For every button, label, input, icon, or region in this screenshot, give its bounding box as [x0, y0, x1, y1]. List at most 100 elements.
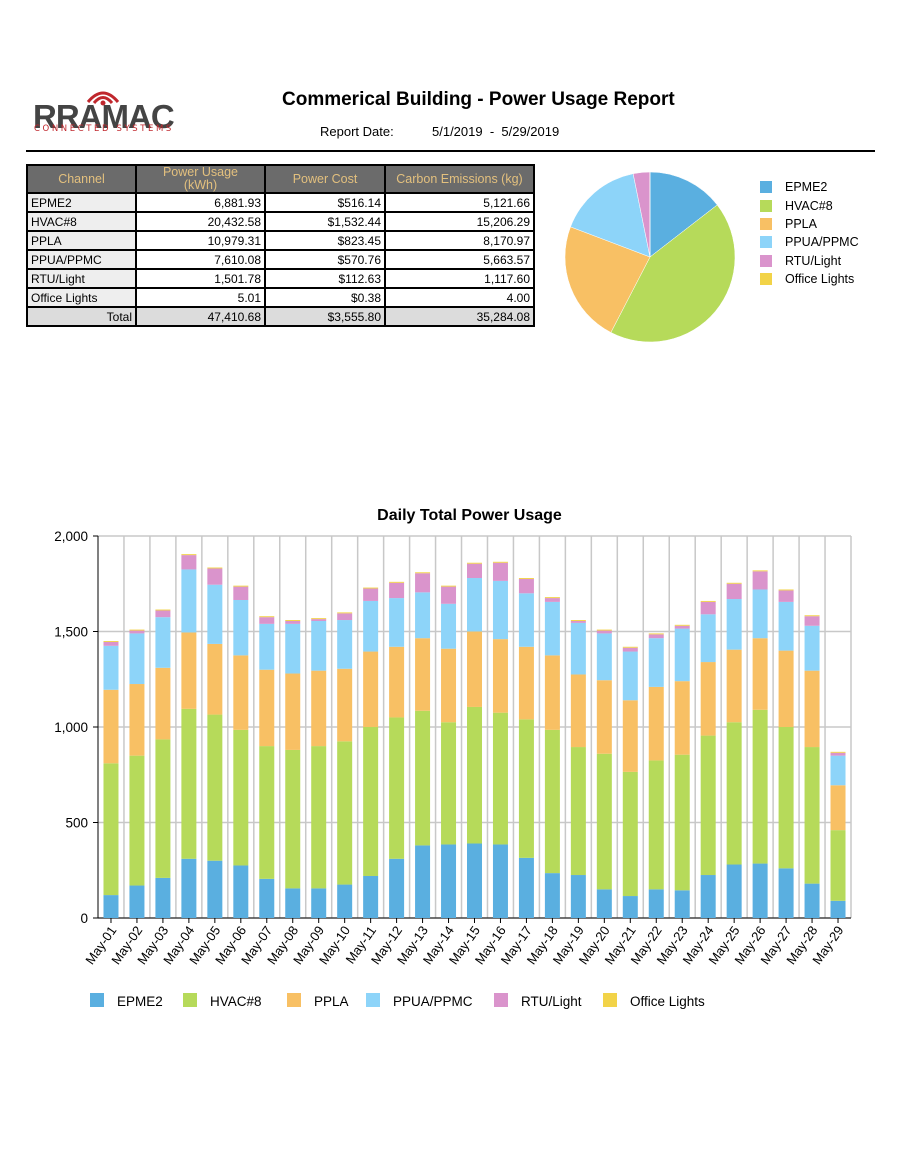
- y-tick-label: 500: [65, 816, 88, 831]
- bar-segment-ppla: [259, 669, 275, 747]
- bar-segment-hvac-8: [415, 710, 431, 846]
- cell-total-carbon-emissions: 35,284.08: [384, 306, 535, 327]
- legend-swatch: [183, 993, 197, 1007]
- pie-slice-hvac-8: [610, 204, 736, 343]
- bar-segment-hvac-8: [674, 754, 690, 891]
- bar-segment-ppua-ppmc: [518, 593, 534, 647]
- bar-segment-hvac-8: [570, 747, 586, 876]
- table-row: RTU/Light 1,501.78 $112.63 1,117.60: [26, 268, 535, 289]
- bar-chart-title: Daily Total Power Usage: [377, 507, 562, 524]
- bar-segment-office-lights: [804, 615, 820, 617]
- table-row: Office Lights 5.01 $0.38 4.00: [26, 287, 535, 308]
- pie-legend-item: HVAC#8: [760, 196, 859, 214]
- table-total-row: Total 47,410.68 $3,555.80 35,284.08: [26, 306, 535, 327]
- bar-segment-ppla: [389, 646, 405, 718]
- bar-segment-epme2: [207, 860, 223, 918]
- bar-segment-office-lights: [337, 612, 353, 614]
- pie-slice-epme2: [649, 171, 718, 258]
- bar-segment-ppua-ppmc: [415, 592, 431, 639]
- bar-segment-epme2: [389, 858, 405, 918]
- bar-segment-hvac-8: [467, 706, 482, 844]
- bar-segment-ppua-ppmc: [311, 620, 327, 671]
- legend-label: RTU/Light: [521, 994, 582, 1009]
- bar-segment-rtu-light: [155, 610, 171, 618]
- bar-segment-ppua-ppmc: [570, 622, 586, 675]
- bar-segment-ppla: [129, 684, 145, 756]
- bar-segment-ppua-ppmc: [726, 599, 742, 650]
- legend-swatch: [90, 993, 104, 1007]
- bar-segment-office-lights: [363, 587, 379, 589]
- legend-swatch: [760, 273, 772, 286]
- bar-segment-epme2: [518, 857, 534, 918]
- bar-segment-rtu-light: [622, 647, 638, 652]
- bar-segment-hvac-8: [311, 746, 327, 889]
- bar-segment-rtu-light: [337, 613, 353, 621]
- bar-segment-rtu-light: [492, 562, 508, 581]
- legend-label: EPME2: [117, 994, 163, 1009]
- bar-segment-office-lights: [726, 582, 742, 584]
- bar-segment-ppla: [363, 651, 379, 727]
- bar-segment-office-lights: [181, 554, 197, 556]
- bar-segment-hvac-8: [804, 747, 820, 884]
- pie-legend-item: PPUA/PPMC: [760, 233, 859, 251]
- cell-total-power-usage: 47,410.68: [135, 306, 266, 327]
- cell-power-usage: 6,881.93: [135, 192, 266, 213]
- y-tick-label: 0: [80, 911, 88, 926]
- bar-segment-hvac-8: [259, 746, 275, 879]
- bar-segment-hvac-8: [337, 741, 353, 885]
- cell-power-cost: $823.45: [264, 230, 386, 251]
- bar-segment-hvac-8: [441, 722, 457, 845]
- legend-swatch: [760, 217, 772, 230]
- bar-segment-ppua-ppmc: [441, 603, 457, 649]
- cell-power-usage: 1,501.78: [135, 268, 266, 289]
- y-tick-label: 1,000: [54, 720, 88, 735]
- bar-segment-hvac-8: [207, 714, 223, 861]
- bar-segment-hvac-8: [778, 727, 794, 869]
- pie-legend-item: PPLA: [760, 215, 859, 233]
- bar-segment-rtu-light: [441, 586, 457, 604]
- bar-segment-epme2: [778, 868, 794, 918]
- legend-swatch: [760, 236, 772, 249]
- table-header-row: Channel Power Usage (kWh) Power Cost Car…: [26, 164, 535, 194]
- bar-segment-rtu-light: [181, 555, 197, 570]
- bar-segment-rtu-light: [674, 625, 690, 629]
- bar-segment-ppla: [181, 632, 197, 709]
- bar-segment-hvac-8: [518, 719, 534, 858]
- bar-segment-office-lights: [570, 620, 586, 621]
- bar-segment-office-lights: [233, 585, 249, 587]
- bar-segment-ppua-ppmc: [155, 617, 171, 668]
- bar-segment-hvac-8: [726, 722, 742, 865]
- bar-segment-ppua-ppmc: [389, 598, 405, 647]
- bar-segment-office-lights: [441, 585, 457, 587]
- bar-segment-ppua-ppmc: [181, 569, 197, 633]
- bar-segment-epme2: [155, 877, 171, 918]
- bar-segment-ppua-ppmc: [492, 580, 508, 640]
- bar-segment-rtu-light: [778, 590, 794, 602]
- bar-segment-rtu-light: [103, 642, 119, 646]
- bar-segment-epme2: [700, 875, 716, 918]
- bar-segment-rtu-light: [570, 620, 586, 623]
- bar-segment-ppla: [778, 650, 794, 727]
- bar-segment-hvac-8: [389, 717, 405, 859]
- bar-segment-ppla: [103, 689, 119, 764]
- legend-swatch: [287, 993, 301, 1007]
- bar-segment-epme2: [570, 875, 586, 918]
- cell-power-cost: $570.76: [264, 249, 386, 270]
- pie-legend-item: RTU/Light: [760, 252, 859, 270]
- cell-carbon-emissions: 5,121.66: [384, 192, 535, 213]
- cell-power-cost: $0.38: [264, 287, 386, 308]
- bar-segment-epme2: [804, 883, 820, 918]
- bar-segment-hvac-8: [544, 729, 560, 874]
- daily-usage-bar-chart: Daily Total Power Usage 0 500 1,000 1,500 2,0…: [54, 507, 852, 1009]
- bar-segment-ppua-ppmc: [467, 578, 482, 632]
- cell-carbon-emissions: 15,206.29: [384, 211, 535, 232]
- bar-segment-rtu-light: [311, 619, 327, 621]
- legend-swatch: [494, 993, 508, 1007]
- summary-table: Channel Power Usage (kWh) Power Cost Car…: [26, 164, 535, 327]
- bar-segment-ppla: [337, 668, 353, 742]
- bar-segment-office-lights: [700, 600, 716, 602]
- bar-segment-ppla: [622, 700, 638, 772]
- legend-swatch: [366, 993, 380, 1007]
- bar-segment-rtu-light: [648, 634, 664, 639]
- bar-segment-rtu-light: [389, 582, 405, 599]
